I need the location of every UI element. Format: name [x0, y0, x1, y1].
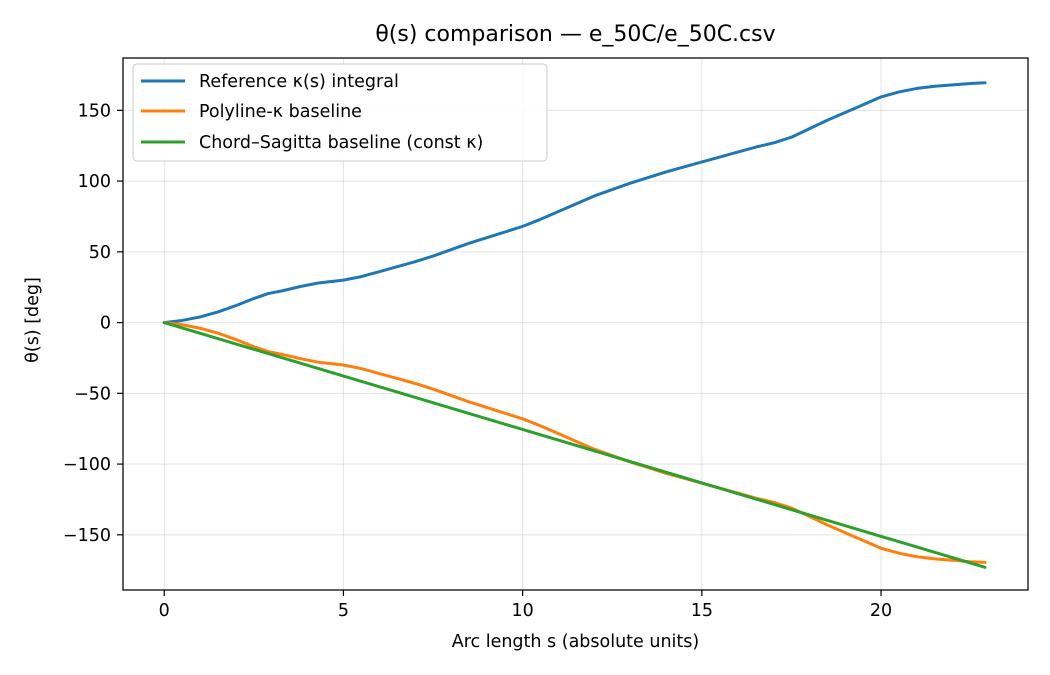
x-tick-label: 10 [511, 601, 533, 621]
legend-label-polyline: Polyline-κ baseline [199, 102, 362, 122]
y-tick-label: 100 [78, 172, 111, 192]
y-tick-label: 50 [89, 243, 111, 263]
legend-label-reference: Reference κ(s) integral [199, 72, 399, 92]
legend-label-chord-sagitta: Chord–Sagitta baseline (const κ) [199, 133, 483, 153]
plot-frame [122, 57, 1029, 591]
x-tick-label: 0 [159, 601, 170, 621]
y-tick-label: −150 [63, 526, 111, 546]
y-tick-label: 150 [78, 101, 111, 121]
chart-title: θ(s) comparison — e_50C/e_50C.csv [375, 22, 775, 47]
x-tick-label: 15 [691, 601, 713, 621]
legend-box [132, 63, 548, 162]
series-line-chord-sagitta [162, 321, 987, 569]
y-tick-label: −100 [63, 455, 111, 475]
x-tick-label: 5 [338, 601, 349, 621]
y-tick-label: 0 [100, 314, 111, 334]
x-axis-label: Arc length s (absolute units) [452, 632, 699, 652]
series-line-polyline [162, 321, 987, 564]
x-tick-label: 20 [870, 601, 892, 621]
series-line-reference [162, 81, 987, 325]
y-axis-label: θ(s) [deg] [23, 277, 43, 363]
series-lines [162, 81, 987, 569]
legend: Reference κ(s) integral Polyline-κ basel… [132, 63, 548, 162]
ticks: 0 5 10 15 20 −150 −100 −50 0 50 100 150 [63, 101, 892, 621]
y-tick-label: −50 [74, 384, 111, 404]
